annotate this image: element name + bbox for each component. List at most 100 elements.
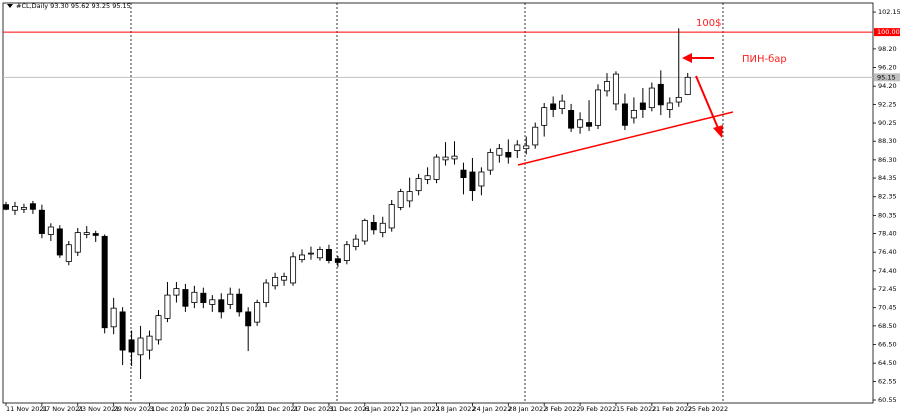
- candle-body: [568, 110, 575, 129]
- candle-body: [146, 335, 153, 351]
- candle-body: [442, 156, 449, 161]
- candle-body: [119, 311, 126, 351]
- y-tick-label: 70.45: [878, 304, 897, 312]
- candle-body: [20, 207, 27, 210]
- x-tick-label: 3 Dec 2021: [150, 405, 187, 413]
- price-level-label: 100.00: [877, 28, 900, 36]
- x-tick-label: 11 Nov 2021: [6, 405, 48, 413]
- candle-body: [648, 87, 655, 109]
- y-tick-label: 64.50: [878, 359, 897, 367]
- candle-body: [47, 226, 54, 235]
- y-tick-label: 72.45: [878, 285, 897, 293]
- x-tick-label: 6 Jan 2022: [365, 405, 400, 413]
- candle-body: [630, 110, 637, 119]
- annotation: 100$: [696, 18, 721, 29]
- candle-body: [460, 169, 467, 178]
- candle-body: [191, 291, 198, 303]
- price-level-box: [874, 73, 900, 82]
- x-tick-label: 9 Feb 2022: [580, 405, 616, 413]
- x-tick-label: 12 Jan 2022: [401, 405, 440, 413]
- candle-body: [577, 119, 584, 128]
- candle-body: [523, 145, 530, 150]
- candle-body: [496, 148, 503, 156]
- candle-body: [379, 222, 386, 234]
- candle-body: [550, 103, 557, 110]
- candle-body: [406, 191, 413, 202]
- candle-body: [128, 339, 135, 353]
- candle-body: [603, 81, 610, 92]
- candle-body: [586, 122, 593, 127]
- candle-body: [164, 294, 171, 319]
- candle-body: [388, 204, 395, 229]
- y-tick-label: 78.40: [878, 230, 897, 238]
- price-level-box: [874, 28, 900, 37]
- x-tick-label: 29 Nov 2021: [114, 405, 156, 413]
- candle-body: [352, 238, 359, 247]
- y-tick-label: 62.55: [878, 377, 897, 385]
- candle-body: [595, 89, 602, 126]
- x-tick-label: 31 Dec 2021: [329, 405, 371, 413]
- candle-body: [433, 156, 440, 180]
- candle-body: [657, 83, 664, 106]
- candle-body: [272, 276, 279, 287]
- candle-body: [541, 107, 548, 126]
- candle-body: [316, 248, 323, 259]
- candle-body: [281, 276, 288, 281]
- candle-body: [218, 299, 225, 313]
- candle-body: [11, 206, 18, 211]
- y-tick-label: 68.50: [878, 322, 897, 330]
- candle-body: [137, 337, 144, 356]
- x-tick-label: 3 Feb 2022: [544, 405, 580, 413]
- trend-line: [517, 111, 734, 166]
- candle-body: [209, 299, 216, 305]
- candle-body: [83, 232, 90, 235]
- candle-body: [684, 76, 691, 95]
- candle-body: [290, 256, 297, 284]
- candle-body: [514, 144, 521, 151]
- y-tick-label: 74.40: [878, 267, 897, 275]
- candle-body: [110, 307, 117, 328]
- candle-body: [325, 248, 332, 261]
- y-tick-label: 98.20: [878, 45, 897, 53]
- chart-title: #CL,Daily 93.30 95.62 93.25 95.15: [16, 2, 131, 10]
- x-tick-label: 15 Dec 2021: [221, 405, 263, 413]
- x-tick-label: 27 Dec 2021: [293, 405, 335, 413]
- candle-body: [101, 235, 108, 329]
- x-tick-label: 17 Nov 2021: [42, 405, 84, 413]
- candle-body: [361, 220, 368, 242]
- candle-body: [612, 73, 619, 105]
- candle-body: [334, 258, 341, 263]
- candle-body: [621, 103, 628, 126]
- candle-body: [3, 204, 9, 210]
- x-tick-label: 24 Jan 2022: [472, 405, 511, 413]
- candle-body: [505, 152, 512, 158]
- candle-body: [415, 178, 422, 192]
- y-tick-label: 86.30: [878, 156, 897, 164]
- price-level-label: 95.15: [877, 73, 896, 81]
- candle-body: [263, 282, 270, 303]
- x-tick-label: 9 Dec 2021: [185, 405, 222, 413]
- candle-body: [307, 252, 314, 255]
- y-tick-label: 96.20: [878, 64, 897, 72]
- arrow: [695, 75, 719, 129]
- y-tick-label: 90.25: [878, 119, 897, 127]
- candle-body: [469, 171, 476, 192]
- candle-body: [299, 254, 306, 261]
- y-tick-label: 66.50: [878, 341, 897, 349]
- candle-body: [29, 203, 36, 210]
- candle-body: [343, 244, 350, 261]
- candle-body: [451, 155, 458, 160]
- candle-body: [74, 232, 81, 253]
- x-tick-label: 21 Dec 2021: [257, 405, 299, 413]
- candle-body: [478, 171, 485, 187]
- candle-body: [487, 152, 494, 171]
- y-tick-label: 88.30: [878, 137, 897, 145]
- candle-body: [424, 175, 431, 180]
- candle-body: [666, 102, 673, 110]
- plot-frame: [2, 2, 874, 404]
- candle-body: [397, 191, 404, 208]
- arrow-head: [713, 125, 723, 138]
- x-tick-label: 23 Nov 2021: [78, 405, 120, 413]
- candle-body: [155, 315, 162, 341]
- y-tick-label: 92.25: [878, 100, 897, 108]
